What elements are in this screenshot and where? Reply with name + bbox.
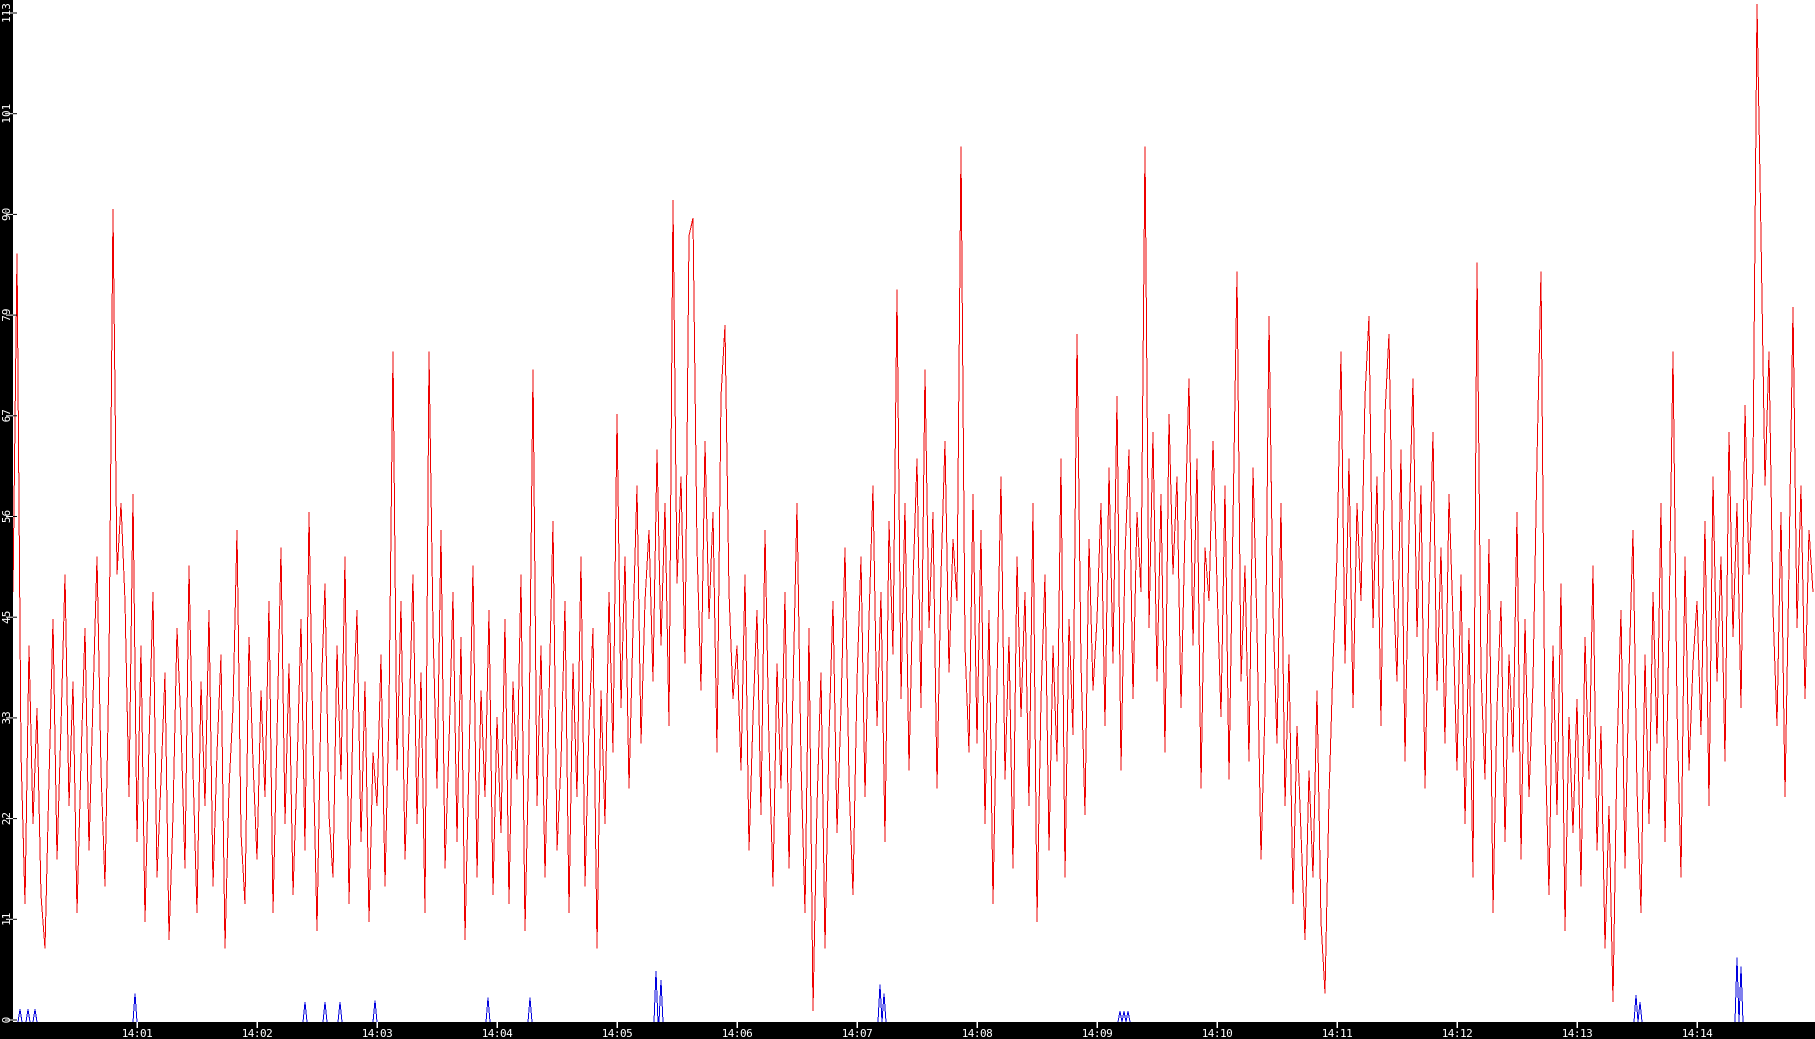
x-tick-label: 14:14	[1682, 1027, 1713, 1039]
x-axis-bar	[0, 1022, 1815, 1039]
y-tick-mark	[6, 616, 13, 618]
x-tick-label: 14:11	[1322, 1027, 1353, 1039]
y-tick-mark-outer	[13, 717, 17, 719]
x-tick-mark	[1336, 1022, 1338, 1028]
secondary-series-spike	[881, 993, 887, 1023]
y-tick-label: 56	[0, 510, 13, 523]
x-tick-label: 14:07	[842, 1027, 873, 1039]
x-tick-mark	[1576, 1022, 1578, 1028]
x-tick-mark	[256, 1022, 258, 1028]
y-tick-label: 22	[0, 812, 13, 825]
x-tick-mark	[1456, 1022, 1458, 1028]
y-tick-mark-outer	[13, 213, 17, 215]
y-tick-mark-outer	[13, 818, 17, 820]
y-tick-label: 67	[0, 409, 13, 422]
x-tick-label: 14:13	[1562, 1027, 1593, 1039]
x-tick-mark	[736, 1022, 738, 1028]
y-tick-mark	[6, 415, 13, 417]
x-tick-label: 14:08	[962, 1027, 993, 1039]
primary-series-line	[12, 4, 1814, 1012]
secondary-series-spike	[372, 1000, 378, 1023]
x-tick-mark	[1096, 1022, 1098, 1028]
primary-series-polyline	[12, 4, 1814, 1012]
y-tick-mark-outer	[13, 918, 17, 920]
secondary-series-spike	[337, 1002, 343, 1023]
y-tick-label: 33	[0, 711, 13, 724]
x-tick-label: 14:06	[722, 1027, 753, 1039]
x-axis-ticks: 14:01 14:02 14:03 14:04 14:05 14:06 14:07 14:08…	[122, 1022, 1714, 1039]
secondary-series-spike	[302, 1002, 308, 1023]
y-tick-mark-outer	[13, 415, 17, 417]
x-tick-label: 14:01	[122, 1027, 153, 1039]
y-tick-label: 113	[0, 3, 13, 23]
secondary-series-spike	[527, 997, 533, 1023]
secondary-series-spike	[32, 1009, 38, 1023]
secondary-series-spike	[1117, 1011, 1123, 1023]
y-tick-label: 45	[0, 611, 13, 624]
y-tick-mark	[6, 213, 13, 215]
y-tick-mark-outer	[13, 113, 17, 115]
y-tick-mark	[6, 1019, 13, 1021]
x-tick-mark	[976, 1022, 978, 1028]
x-tick-label: 14:09	[1082, 1027, 1113, 1039]
y-tick-mark	[6, 113, 13, 115]
secondary-series-spikes	[17, 957, 1744, 1023]
y-axis-bar	[0, 0, 13, 1039]
secondary-series-spike	[1125, 1011, 1131, 1023]
secondary-series-spike	[485, 997, 491, 1023]
x-tick-mark	[856, 1022, 858, 1028]
secondary-series-spike	[1738, 966, 1744, 1023]
y-tick-mark	[6, 818, 13, 820]
secondary-series-spike	[132, 993, 138, 1023]
secondary-series-spike	[25, 1009, 31, 1023]
x-tick-mark	[1216, 1022, 1218, 1028]
secondary-series-spike	[653, 970, 659, 1023]
x-tick-mark	[376, 1022, 378, 1028]
y-tick-label: 90	[0, 208, 13, 221]
y-tick-mark	[6, 314, 13, 316]
y-tick-mark-outer	[13, 516, 17, 517]
y-tick-mark	[6, 516, 13, 517]
x-tick-mark	[496, 1022, 498, 1028]
secondary-series-spike	[322, 1002, 328, 1023]
secondary-series-spike	[1633, 994, 1639, 1023]
x-tick-label: 14:02	[242, 1027, 273, 1039]
x-tick-mark	[1696, 1022, 1698, 1028]
secondary-series-spike	[1734, 957, 1740, 1023]
y-axis-ticks: 0 11 22 33 45 56 67 79 90 101 113	[0, 3, 17, 1023]
secondary-series-spike	[1637, 1002, 1643, 1023]
y-tick-label: 101	[0, 104, 13, 124]
x-tick-label: 14:03	[362, 1027, 393, 1039]
secondary-series-spike	[1121, 1011, 1127, 1023]
y-tick-label: 0	[0, 1017, 13, 1024]
y-tick-mark-outer	[13, 12, 17, 14]
y-tick-label: 11	[0, 913, 13, 926]
secondary-series-spike	[17, 1009, 23, 1023]
y-tick-label: 79	[0, 308, 13, 321]
secondary-series-spike	[877, 984, 883, 1023]
y-tick-mark	[6, 12, 13, 14]
x-tick-label: 14:12	[1442, 1027, 1473, 1039]
x-tick-label: 14:10	[1202, 1027, 1233, 1039]
x-tick-mark	[616, 1022, 618, 1028]
y-tick-mark	[6, 918, 13, 920]
y-tick-mark-outer	[13, 616, 17, 618]
y-tick-mark	[6, 717, 13, 719]
x-tick-mark	[136, 1022, 138, 1028]
x-tick-label: 14:05	[602, 1027, 633, 1039]
secondary-series-spike	[658, 979, 664, 1023]
x-tick-label: 14:04	[482, 1027, 513, 1039]
y-tick-mark-outer	[13, 1019, 17, 1021]
y-tick-mark-outer	[13, 314, 17, 316]
